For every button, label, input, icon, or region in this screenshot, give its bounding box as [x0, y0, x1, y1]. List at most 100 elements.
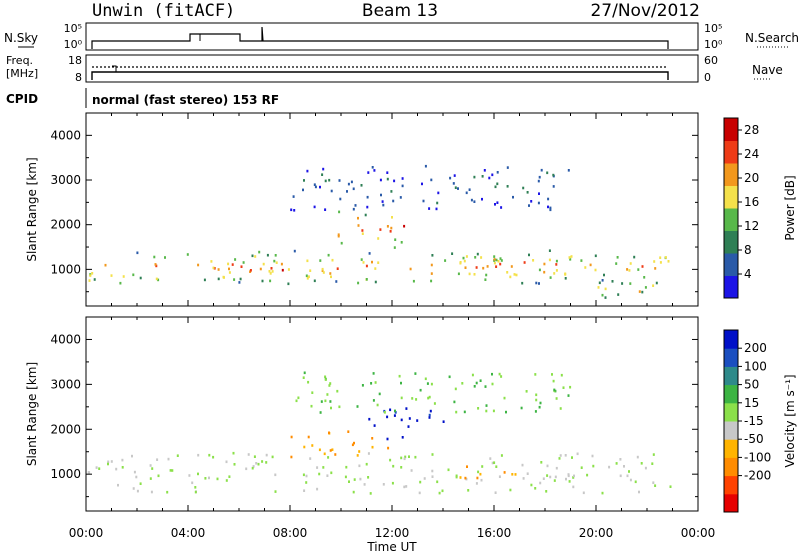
- range-cell: [484, 278, 487, 281]
- range-cell: [509, 488, 512, 492]
- range-cell: [667, 260, 670, 263]
- range-cell: [641, 265, 644, 268]
- range-cell: [552, 185, 555, 188]
- nsearch-tick-bottom: 10⁰: [704, 38, 723, 51]
- range-cell: [376, 403, 379, 407]
- range-cell: [473, 175, 476, 179]
- range-cell: [403, 224, 406, 228]
- range-cell: [652, 284, 655, 287]
- range-cell: [88, 279, 91, 282]
- range-cell: [486, 265, 489, 268]
- range-cell: [104, 263, 107, 267]
- range-cell: [252, 465, 255, 468]
- range-cell: [265, 461, 268, 464]
- range-cell: [251, 254, 254, 258]
- range-cell: [305, 474, 308, 478]
- range-cell: [626, 474, 629, 478]
- range-cell: [330, 275, 332, 279]
- range-cell: [331, 258, 334, 262]
- range-cell: [324, 378, 327, 381]
- range-cell: [136, 489, 139, 493]
- range-cell: [555, 466, 558, 470]
- range-cell: [465, 191, 468, 195]
- range-cell: [573, 474, 575, 478]
- colorbar-segment: [724, 348, 738, 367]
- range-cell: [326, 474, 329, 477]
- range-cell: [428, 416, 431, 419]
- range-cell: [336, 267, 339, 270]
- range-cell: [331, 448, 334, 451]
- range-cell: [511, 473, 514, 476]
- range-cell: [560, 373, 563, 377]
- range-cell: [543, 262, 546, 266]
- range-cell: [540, 461, 543, 464]
- range-cell: [555, 263, 558, 266]
- range-cell: [633, 255, 636, 259]
- range-cell: [365, 278, 368, 281]
- range-cell: [91, 272, 94, 275]
- range-cell: [203, 278, 206, 282]
- range-cell: [555, 397, 558, 400]
- range-cell: [436, 480, 439, 484]
- range-cell: [462, 256, 465, 260]
- range-cell: [626, 268, 629, 271]
- range-cell: [212, 266, 215, 270]
- range-cell: [592, 464, 595, 468]
- range-cell: [619, 458, 622, 461]
- range-cell: [475, 266, 478, 269]
- range-cell: [428, 207, 431, 210]
- range-cell: [133, 470, 136, 474]
- range-cell: [164, 256, 166, 259]
- range-cell: [435, 207, 438, 211]
- range-cell: [122, 275, 125, 278]
- range-cell: [249, 270, 252, 273]
- range-cell: [669, 485, 672, 488]
- range-cell: [362, 261, 365, 264]
- range-cell: [491, 173, 494, 177]
- range-cell: [231, 263, 234, 266]
- range-cell: [567, 169, 570, 172]
- range-cell: [505, 410, 507, 414]
- range-cell: [238, 281, 241, 284]
- range-cell: [520, 406, 523, 410]
- range-cell: [611, 280, 614, 283]
- range-cell: [367, 452, 370, 455]
- range-cell: [346, 190, 348, 193]
- range-cell: [552, 379, 555, 383]
- range-cell: [496, 171, 499, 174]
- range-cell: [115, 467, 118, 471]
- range-cell: [641, 290, 644, 294]
- nave-tick-bottom: 0: [704, 71, 711, 84]
- colorbar-tick-label: -200: [744, 469, 771, 483]
- range-cell: [227, 262, 230, 266]
- range-cell: [438, 491, 441, 495]
- range-cell: [506, 185, 509, 188]
- range-cell: [441, 489, 444, 493]
- range-cell: [521, 281, 524, 285]
- range-cell: [654, 267, 657, 270]
- range-cell: [401, 177, 404, 180]
- range-cell: [386, 177, 389, 181]
- range-cell: [453, 400, 456, 404]
- range-cell: [305, 481, 308, 484]
- range-cell: [367, 171, 370, 174]
- range-cell: [655, 281, 658, 285]
- nsky-frame: [85, 22, 699, 51]
- colorbar-tick-label: 200: [744, 341, 767, 355]
- colorbar: 28 24 20 16 12 8 4 Power [dB]: [723, 117, 797, 299]
- y-tick-label: 2000: [50, 422, 81, 436]
- range-cell: [644, 286, 647, 289]
- range-cell: [197, 263, 200, 267]
- x-tick-label: 20:00: [579, 526, 614, 540]
- freq-panel: Freq. [MHz] 18 8 60 0 Nave: [6, 54, 783, 84]
- range-cell: [194, 486, 197, 489]
- range-cell: [554, 475, 557, 479]
- x-tick-label: 12:00: [375, 526, 410, 540]
- range-cell: [295, 399, 298, 403]
- range-cell: [356, 405, 359, 408]
- freq-dip: [112, 65, 117, 72]
- range-cell: [459, 476, 462, 479]
- range-cell: [347, 182, 350, 186]
- range-cell: [489, 457, 492, 460]
- range-cell: [569, 385, 572, 389]
